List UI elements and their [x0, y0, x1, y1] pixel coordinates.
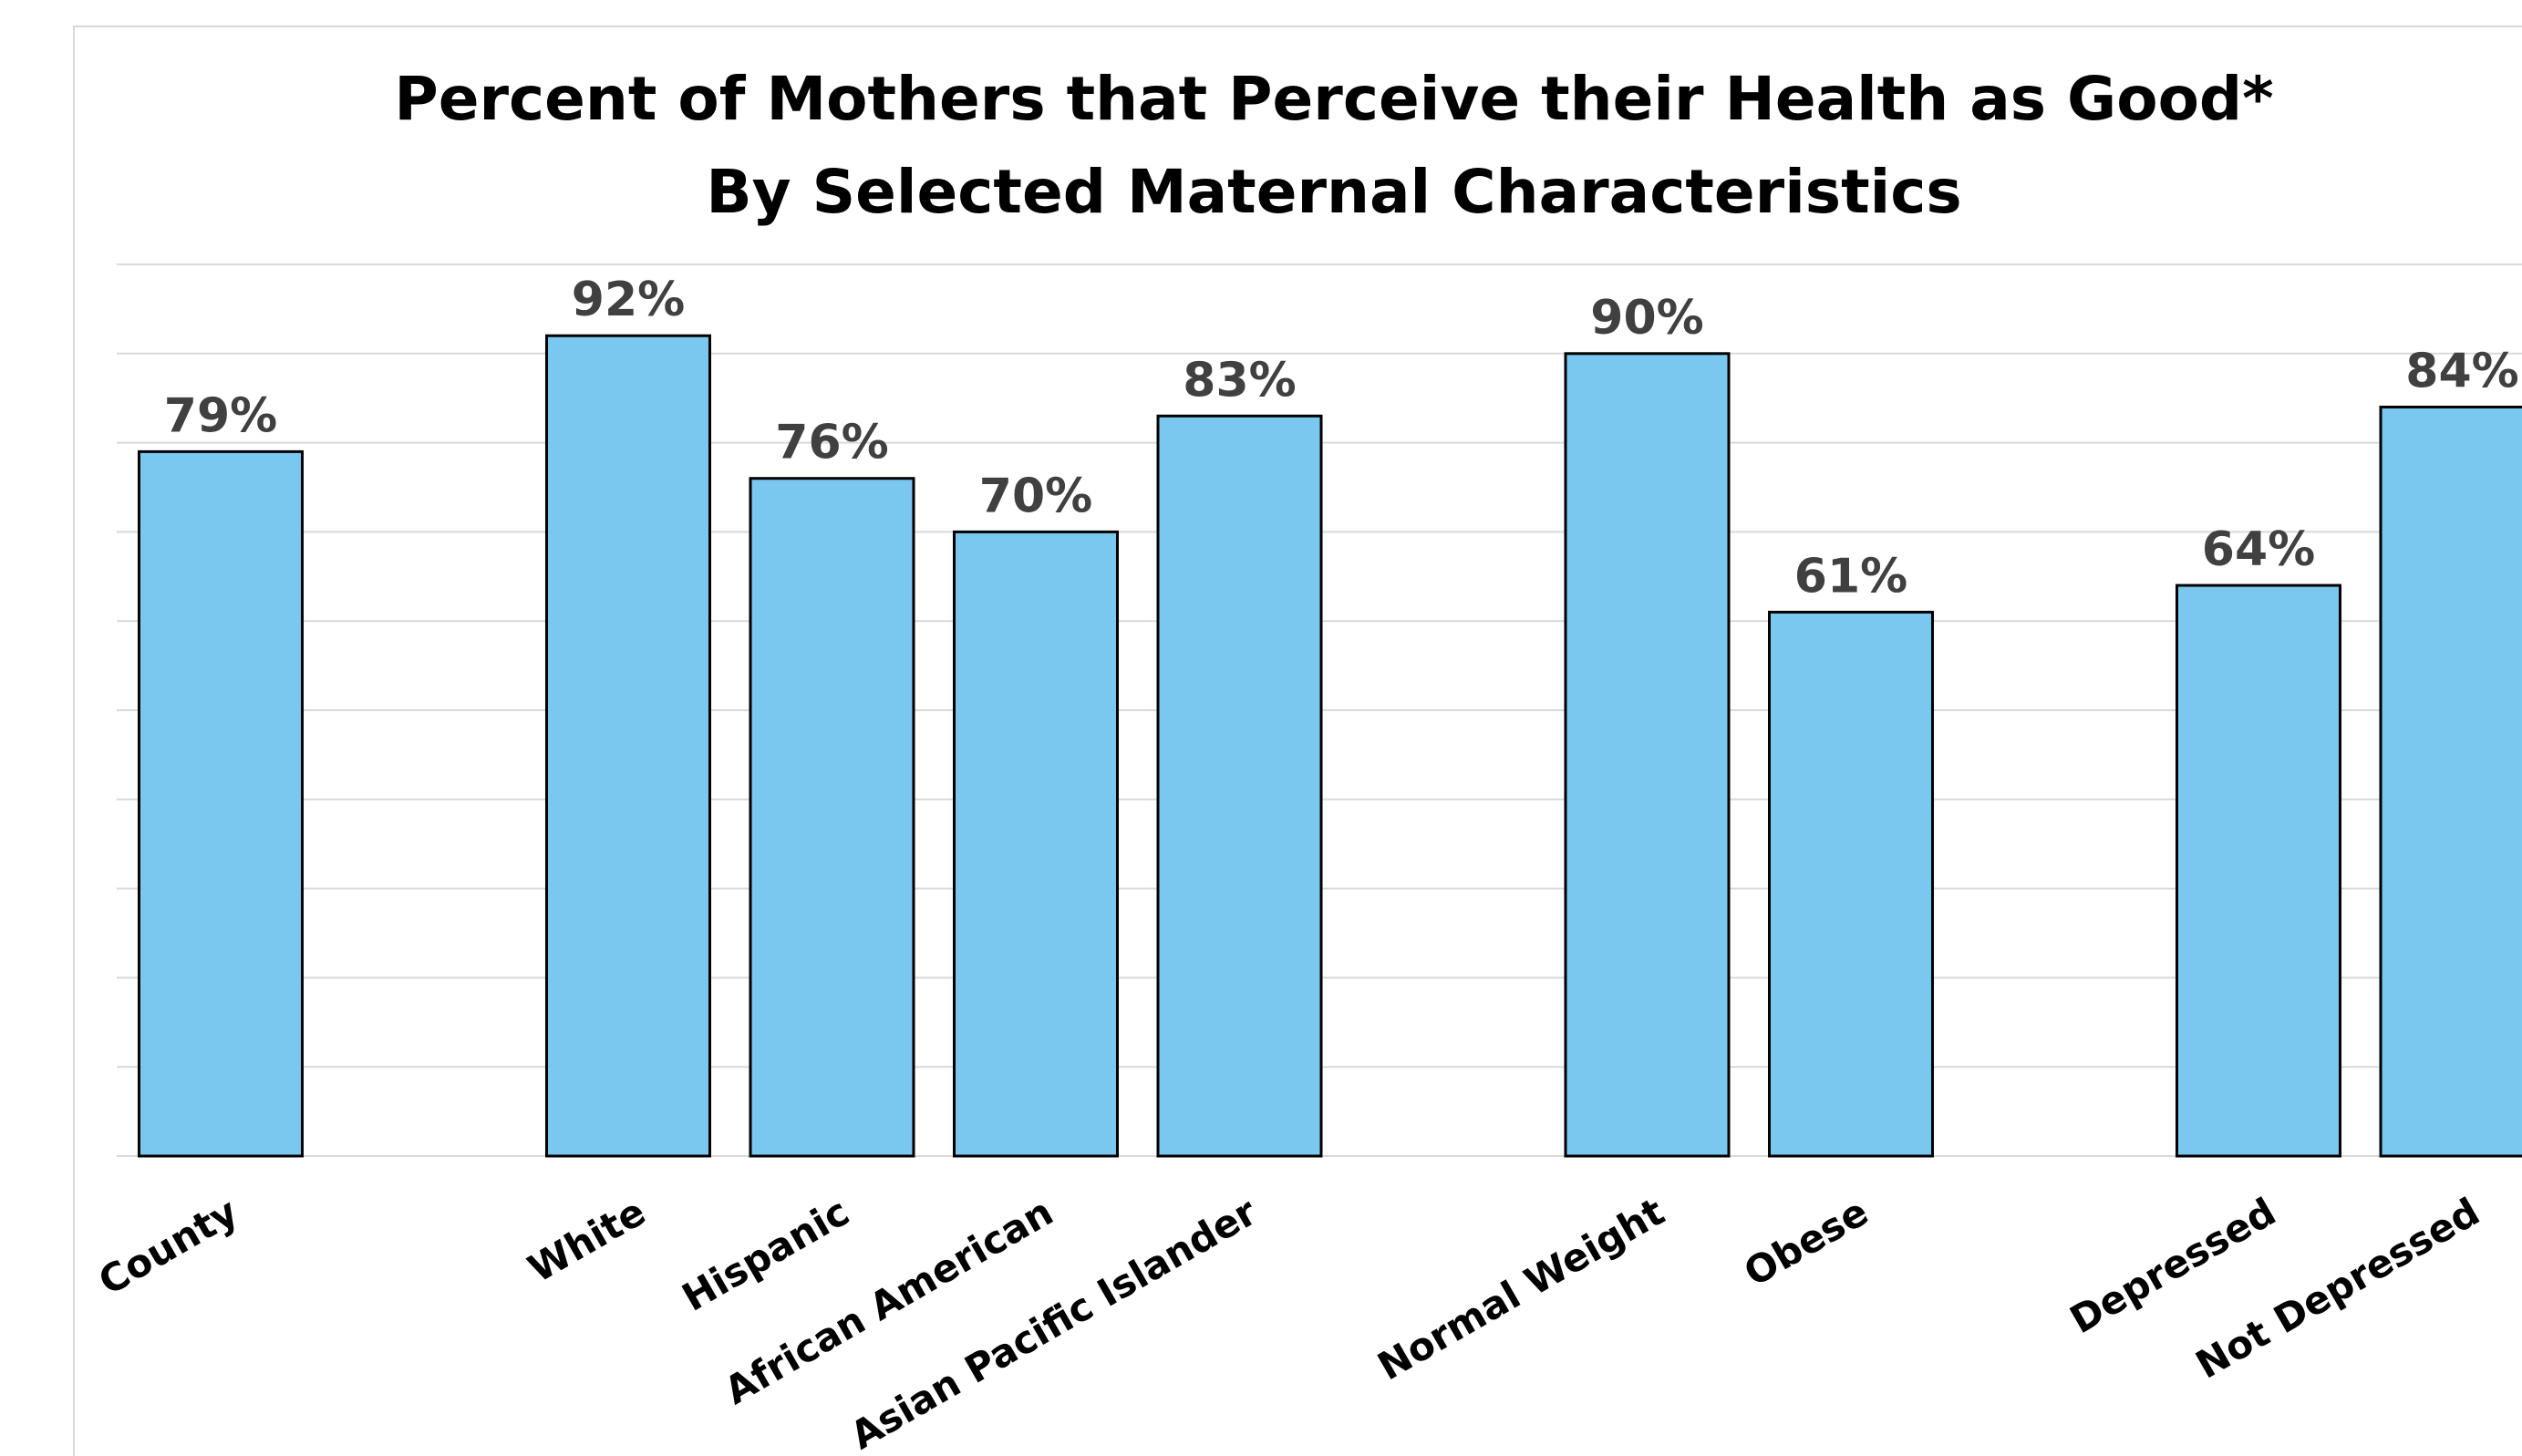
- data-label-white: 92%: [572, 273, 685, 327]
- chart-title: Percent of Mothers that Perceive their H…: [73, 53, 2522, 239]
- bar-depressed: [2176, 583, 2341, 1158]
- chart-subtitle: By Selected Maternal Characteristics: [706, 157, 1962, 227]
- data-label-county: 79%: [164, 388, 277, 443]
- data-label-depressed: 64%: [2202, 522, 2315, 577]
- bar-white: [545, 334, 711, 1158]
- bar-hispanic: [749, 477, 915, 1158]
- data-labels: 79% 92% 76% 70% 83% 90% 61% 64% 84%: [164, 273, 2519, 604]
- bar-normal-weight: [1564, 352, 1731, 1158]
- bar-asian-pacific-islander: [1156, 414, 1323, 1158]
- bar-county: [138, 449, 304, 1158]
- chart-area: [73, 26, 2522, 1456]
- data-label-hispanic: 76%: [775, 416, 888, 470]
- bar-not-depressed: [2379, 405, 2522, 1158]
- category-label-african-american: African American: [717, 1189, 1060, 1413]
- data-label-normal-weight: 90%: [1590, 291, 1703, 346]
- category-label-county: County: [91, 1189, 245, 1304]
- data-label-not-depressed: 84%: [2405, 344, 2518, 398]
- data-label-african-american: 70%: [979, 469, 1092, 523]
- chart-title-line-1: Percent of Mothers that Perceive their H…: [394, 64, 2274, 134]
- category-label-normal-weight: Normal Weight: [1370, 1189, 1672, 1389]
- data-label-obese: 61%: [1794, 549, 1907, 604]
- bar-african-american: [953, 530, 1119, 1158]
- category-label-obese: Obese: [1737, 1189, 1876, 1295]
- bar-obese: [1768, 610, 1934, 1158]
- data-label-asian-pacific-islander: 83%: [1183, 353, 1296, 408]
- bars: [138, 334, 2522, 1158]
- category-label-hispanic: Hispanic: [675, 1189, 857, 1320]
- category-label-white: White: [521, 1189, 653, 1291]
